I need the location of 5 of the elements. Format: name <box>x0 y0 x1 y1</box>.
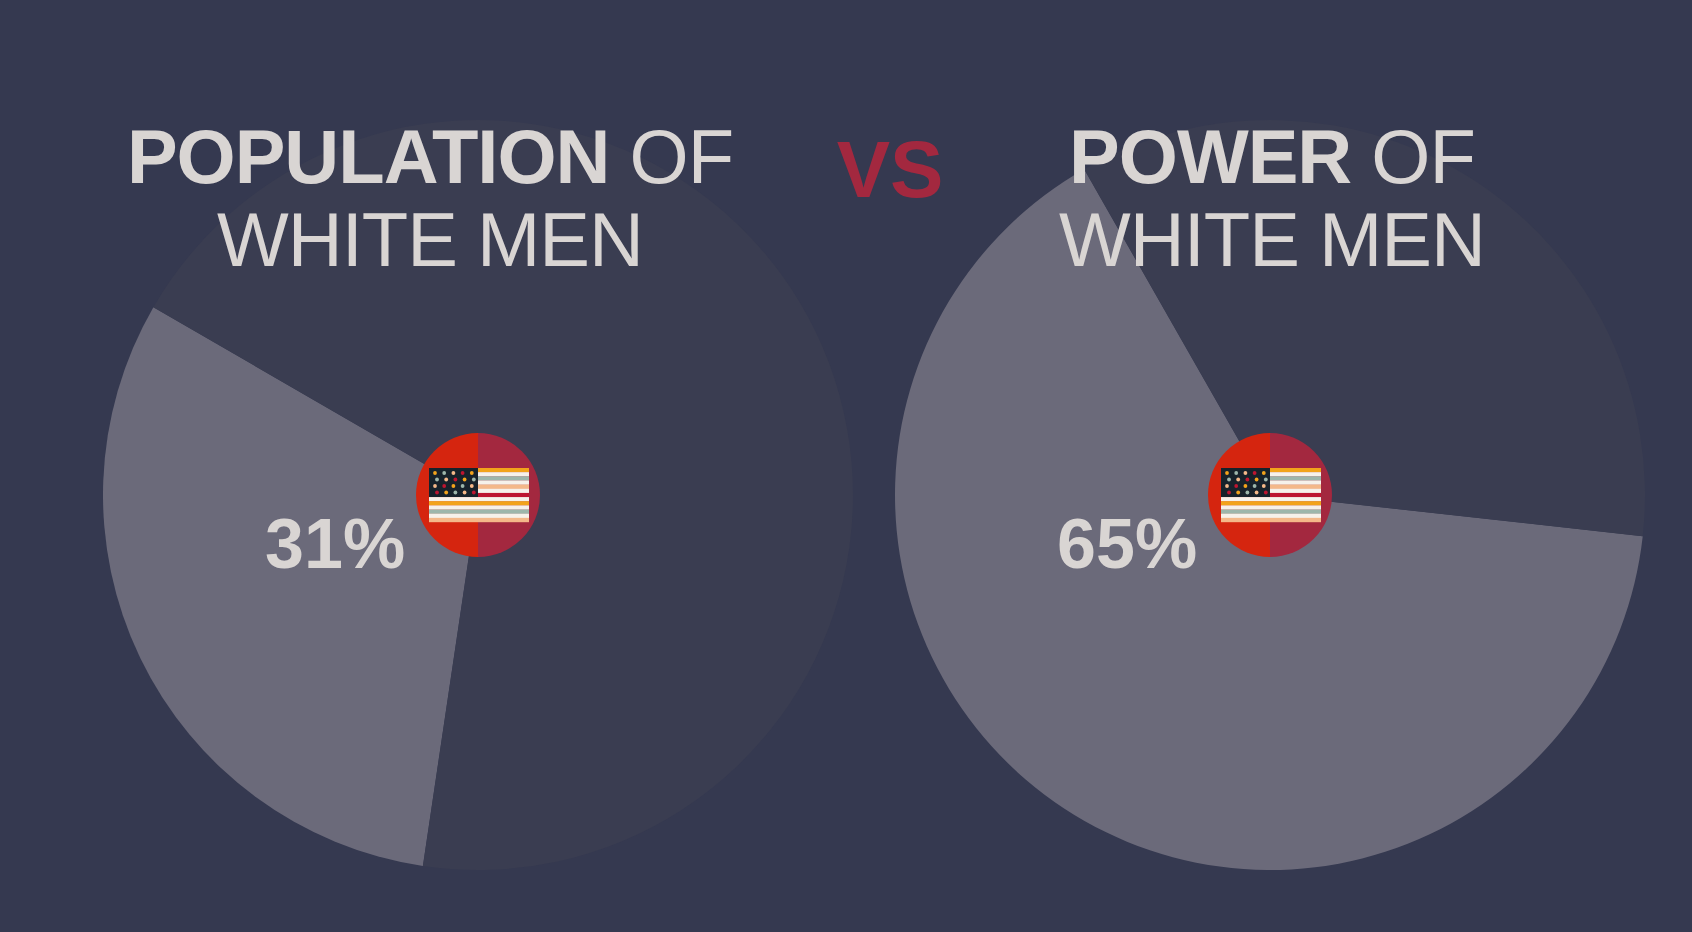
data-label: 65% <box>1057 504 1198 583</box>
text: VS <box>835 125 945 214</box>
chart-title: POWER OF WHITE MEN <box>1058 114 1486 282</box>
data-label: 31% <box>265 504 406 583</box>
chart-title: POPULATION OF WHITE MEN <box>125 114 735 282</box>
